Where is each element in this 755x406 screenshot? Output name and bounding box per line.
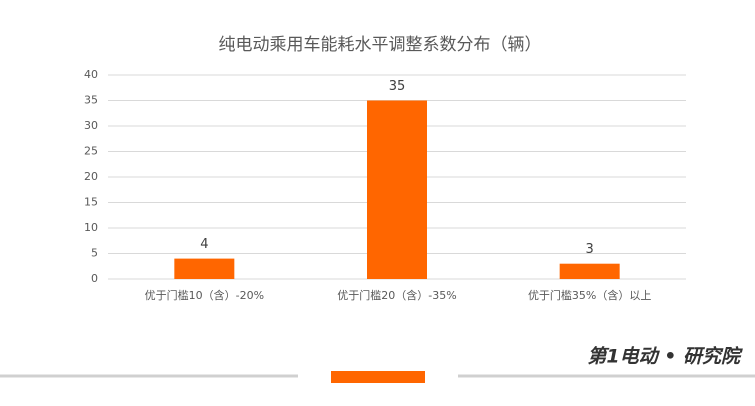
bar [367,100,427,279]
y-tick-label: 10 [84,221,98,234]
data-label: 35 [389,79,406,94]
x-tick-label: 优于门槛10（含）-20% [145,288,264,302]
x-tick-label: 优于门槛20（含）-35% [337,288,456,302]
y-tick-label: 35 [84,94,98,107]
chart-title: 纯电动乘用车能耗水平调整系数分布（辆） [219,35,542,55]
y-tick-label: 30 [84,119,98,132]
y-tick-label: 40 [84,68,98,81]
y-tick-label: 15 [84,196,98,209]
data-label: 4 [200,237,208,252]
y-tick-label: 25 [84,145,98,158]
footer-accent [331,371,425,383]
y-tick-label: 0 [91,272,98,285]
y-tick-label: 20 [84,170,98,183]
y-tick-label: 5 [91,247,98,260]
bar [174,258,235,279]
x-tick-label: 优于门槛35%（含）以上 [528,288,651,302]
footer-logo: 第1电动 • 研究院 [587,346,743,368]
bar [559,263,620,279]
data-label: 3 [586,242,594,257]
